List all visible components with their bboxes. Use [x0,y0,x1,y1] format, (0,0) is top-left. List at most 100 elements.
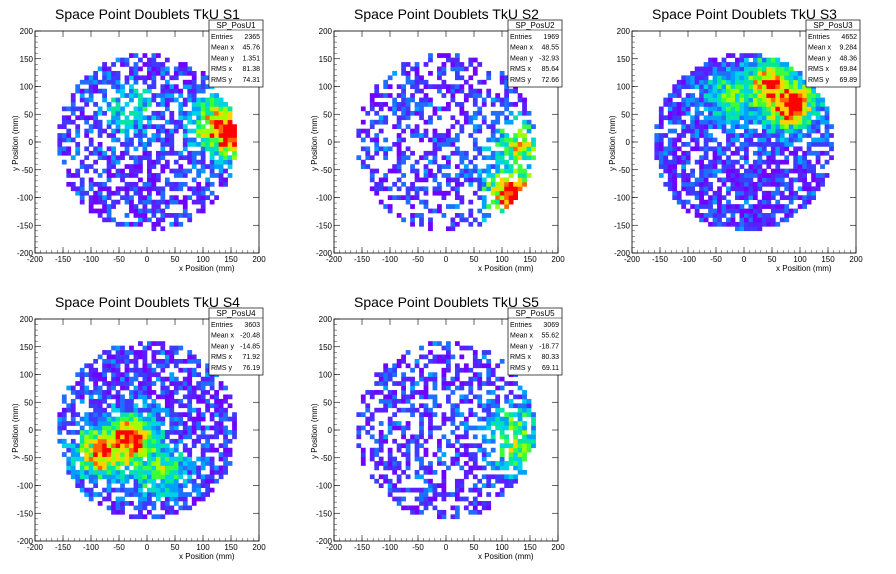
heatmap-cell [744,110,749,116]
heatmap-cell [766,102,772,107]
heatmap-cell [124,430,130,435]
heatmap-cell [360,425,366,431]
heatmap-cell [739,146,745,152]
heatmap-cell [468,367,474,373]
heatmap-cell [797,137,803,143]
heatmap-cell [672,159,678,165]
heatmap-cell [164,483,170,489]
heatmap-cell [387,186,393,192]
heatmap-cell [788,208,794,214]
heatmap-cell [147,447,152,453]
heatmap-cell [712,159,718,165]
heatmap-cell [450,421,456,426]
heatmap-cell [468,213,474,218]
heatmap-cell [232,421,237,426]
heatmap-cell [739,221,745,227]
heatmap-cell [196,106,202,112]
heatmap-cell [504,75,510,81]
heatmap-cell [477,416,483,422]
heatmap-cell [526,155,532,161]
heatmap-cell [147,438,152,444]
heatmap-cell [405,407,411,413]
heatmap-cell [133,66,139,72]
heatmap-cell [374,146,380,152]
heatmap-cell [775,97,781,103]
heatmap-cell [142,372,148,378]
heatmap-cell [223,146,228,152]
heatmap-cell [401,159,406,165]
heatmap-cell [775,221,781,227]
heatmap-cell [410,381,415,386]
heatmap-cell [752,204,758,209]
heatmap-cell [151,487,157,493]
heatmap-cell [115,84,121,90]
heatmap-cell [513,447,518,453]
heatmap-cell [102,421,107,426]
heatmap-cell [102,195,107,201]
heatmap-cell [88,372,94,378]
x-tick-label: 150 [224,543,238,552]
heatmap-cell [454,341,460,346]
stats-name: SP_PosU5 [515,309,555,318]
heatmap-cell [205,398,211,404]
heatmap-cell [793,168,799,174]
heatmap-cell [454,173,460,178]
heatmap-cell [481,155,487,161]
heatmap-cell [214,421,219,426]
heatmap-cell [196,456,202,462]
heatmap-cell [178,398,184,404]
heatmap-cell [378,381,384,386]
heatmap-cell [779,195,785,201]
heatmap-cell [437,66,442,72]
heatmap-cell [396,133,402,138]
heatmap-cell [142,363,148,369]
heatmap-cell [806,119,812,125]
heatmap-cell [802,102,808,107]
heatmap-cell [209,173,215,178]
heatmap-cell [191,177,197,183]
heatmap-cell [88,452,94,457]
heatmap-cell [446,190,451,196]
heatmap-cell [793,177,799,183]
stats-value: 69.89 [839,77,857,84]
heatmap-cell [396,119,402,125]
heatmap-cell [784,186,790,192]
heatmap-cell [730,186,736,192]
heatmap-cell [187,195,193,201]
heatmap-cell [223,398,228,404]
heatmap-cell [423,505,429,511]
heatmap-cell [477,363,483,369]
heatmap-cell [365,164,371,169]
heatmap-cell [481,403,487,409]
heatmap-cell [490,150,496,156]
heatmap-cell [450,412,456,417]
heatmap-cell [102,367,107,373]
heatmap-cell [757,168,763,174]
heatmap-cell [428,461,433,466]
heatmap-cell [383,155,389,161]
heatmap-cell [173,70,179,76]
heatmap-cell [106,434,112,440]
heatmap-cell [401,70,406,76]
x-tick-label: 0 [444,543,449,552]
heatmap-cell [703,168,709,174]
heatmap-cell [441,354,447,360]
heatmap-cell [401,66,406,72]
heatmap-cell [142,407,148,413]
heatmap-cell [437,341,442,346]
heatmap-cell [454,403,460,409]
heatmap-cell [223,438,228,444]
heatmap-cell [726,217,731,223]
heatmap-cell [472,483,478,489]
heatmap-cell [200,381,206,386]
heatmap-cell [513,412,518,417]
heatmap-cell [374,390,380,395]
heatmap-cell [133,465,139,471]
heatmap-cell [133,474,139,480]
heatmap-cell [766,115,772,121]
heatmap-cell [151,434,157,440]
heatmap-cell [133,106,139,112]
heatmap-cell [97,430,103,435]
heatmap-cell [173,501,179,506]
heatmap-cell [111,358,116,364]
